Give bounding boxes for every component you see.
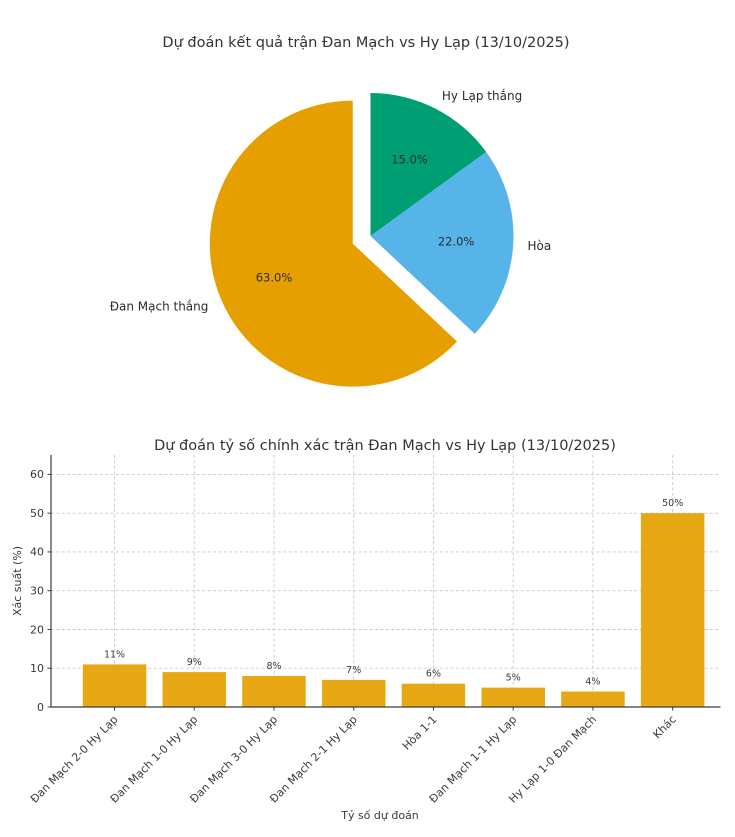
pie-plot-area: 15.0% Hy Lạp thắng 22.0% Hòa 63.0% Đan Mạch t…: [110, 89, 552, 387]
pie-slice-label: Hòa: [528, 239, 552, 253]
y-tick-label: 0: [37, 701, 44, 714]
x-tick-label: Hòa 1-1: [400, 713, 440, 753]
bar: [82, 664, 147, 707]
bar-value-label: 8%: [266, 661, 281, 672]
bar-chart: Dự đoán tỷ số chính xác trận Đan Mạch vs…: [11, 437, 721, 822]
bar-value-label: 50%: [662, 498, 683, 509]
bar-value-label: 9%: [187, 657, 202, 668]
x-tick-label: Đan Mạch 1-0 Hy Lạp: [108, 713, 201, 806]
y-tick-label: 10: [30, 662, 44, 675]
pie-slice: [370, 93, 487, 236]
bar: [401, 683, 466, 707]
pie-percent-label: 63.0%: [256, 271, 293, 285]
y-tick-label: 60: [30, 468, 44, 481]
pie-slice-label: Đan Mạch thắng: [110, 299, 209, 313]
bar: [162, 672, 226, 707]
bar-value-label: 5%: [506, 673, 521, 684]
pie-slice-label: Hy Lạp thắng: [442, 89, 522, 103]
y-tick-label: 50: [30, 507, 44, 520]
x-tick-label: Đan Mạch 2-1 Hy Lạp: [267, 713, 360, 806]
pie-percent-label: 15.0%: [391, 153, 428, 167]
x-tick-label: Hy Lạp 1-0 Đan Mạch: [506, 713, 599, 806]
bar-value-label: 7%: [346, 665, 361, 676]
pie-slice: [209, 100, 458, 387]
x-tick-label: Đan Mạch 1-1 Hy Lạp: [427, 713, 520, 806]
pie-slice: [370, 151, 514, 334]
bar-grid: [51, 455, 721, 707]
bar-value-label: 6%: [426, 669, 441, 680]
bar-value-label: 11%: [104, 649, 125, 660]
y-tick-label: 30: [30, 585, 44, 598]
y-tick-label: 20: [30, 623, 44, 636]
x-tick-label: Đan Mạch 2-0 Hy Lạp: [28, 713, 121, 806]
bar: [640, 513, 705, 707]
x-axis-label: Tỷ số dự đoán: [340, 809, 419, 822]
bar: [242, 676, 306, 707]
x-tick-label: Khác: [651, 713, 679, 741]
bar-chart-title: Dự đoán tỷ số chính xác trận Đan Mạch vs…: [154, 437, 616, 454]
y-tick-label: 40: [30, 546, 44, 559]
pie-chart-title: Dự đoán kết quả trận Đan Mạch vs Hy Lạp …: [162, 34, 569, 51]
bar: [481, 687, 545, 707]
x-tick-label: Đan Mạch 3-0 Hy Lạp: [187, 713, 280, 806]
pie-percent-label: 22.0%: [438, 234, 475, 248]
bar-series: 11% 9% 8% 7% 6% 5% 4% 50%: [82, 498, 705, 707]
bar-value-label: 4%: [585, 677, 600, 688]
bar: [322, 679, 386, 707]
y-axis-label: Xác suất (%): [11, 546, 24, 616]
pie-chart: Dự đoán kết quả trận Đan Mạch vs Hy Lạp …: [110, 34, 570, 387]
bar: [561, 691, 625, 707]
